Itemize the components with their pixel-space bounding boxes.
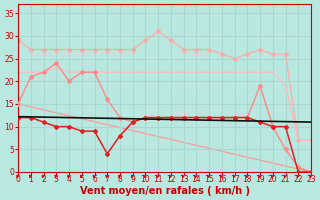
X-axis label: Vent moyen/en rafales ( km/h ): Vent moyen/en rafales ( km/h ) (80, 186, 250, 196)
